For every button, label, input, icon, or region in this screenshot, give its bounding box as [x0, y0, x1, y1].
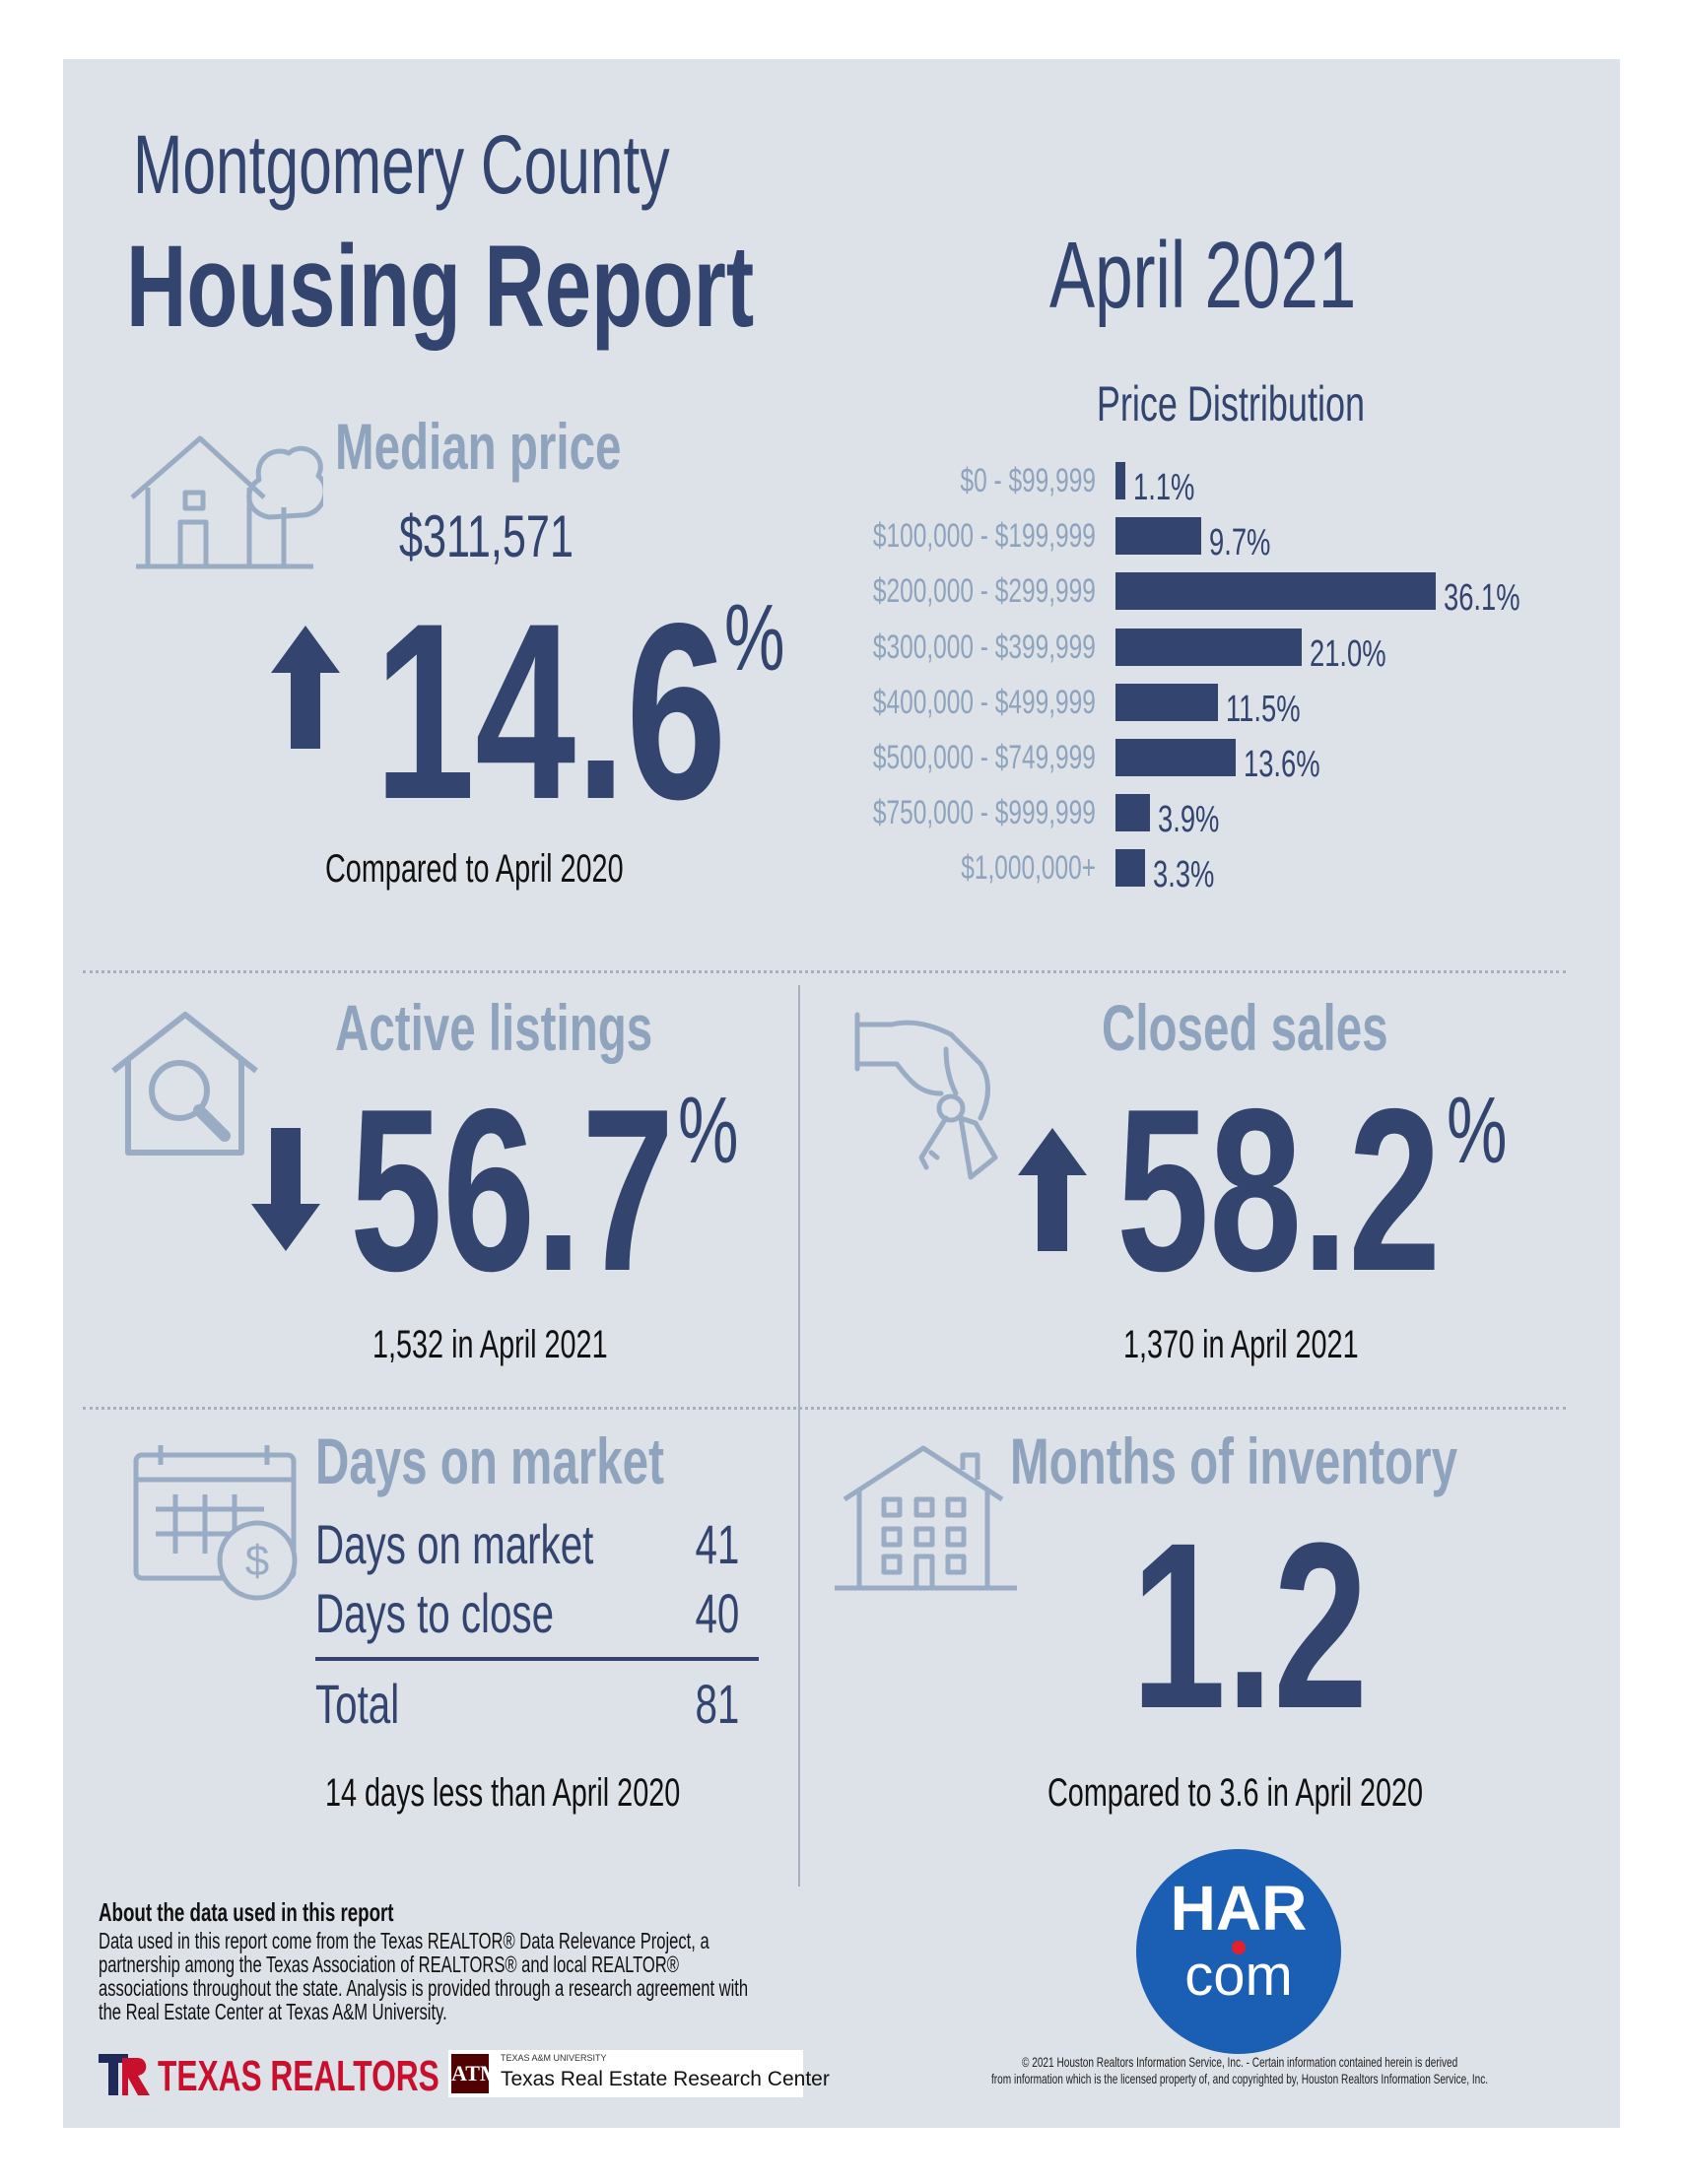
price-bar [1115, 572, 1436, 611]
bar-category-label: $300,000 - $399,999 [873, 628, 1096, 666]
bar-value-label: 3.3% [1152, 854, 1215, 896]
days-to-close-value: 40 [695, 1582, 739, 1644]
closed-sales-caption: 1,370 in April 2021 [1123, 1323, 1359, 1366]
about-title: About the data used in this report [99, 1897, 394, 1927]
hand-keys-icon [854, 1012, 998, 1180]
total-label: Total [315, 1673, 400, 1735]
arrow-down-icon [251, 1128, 320, 1251]
report-period: April 2021 [1049, 223, 1357, 328]
copyright-line-1: © 2021 Houston Realtors Information Serv… [1021, 2054, 1458, 2070]
active-listings-percent-sign: % [678, 1078, 739, 1183]
house-tree-icon [130, 435, 323, 569]
report-title: Housing Report [126, 222, 755, 352]
closed-sales-change: 58.2 [1116, 1060, 1442, 1319]
median-price-title: Median price [335, 410, 622, 483]
total-rule [315, 1657, 759, 1661]
house-search-icon [111, 1012, 258, 1156]
calendar-dollar-icon: $ [133, 1445, 298, 1601]
price-distribution-title: Price Distribution [1096, 376, 1365, 431]
section-divider-middle [83, 1407, 1566, 1410]
section-divider-top [83, 970, 1566, 973]
svg-text:$: $ [245, 1537, 269, 1585]
har-logo-bottom-text: com [1184, 1944, 1293, 2008]
price-bar [1115, 628, 1303, 666]
months-inventory-value: 1.2 [1131, 1493, 1369, 1757]
bar-category-label: $0 - $99,999 [960, 462, 1096, 499]
bar-category-label: $100,000 - $199,999 [873, 517, 1096, 556]
median-price-percent-sign: % [724, 585, 785, 691]
bar-category-label: $1,000,000+ [961, 849, 1096, 888]
about-text: Data used in this report come from the T… [99, 1928, 749, 2025]
days-on-market-caption: 14 days less than April 2020 [325, 1771, 681, 1815]
price-bar [1115, 849, 1145, 888]
bar-value-label: 3.9% [1158, 799, 1220, 841]
report-panel [63, 59, 1620, 2128]
bar-value-label: 9.7% [1209, 522, 1271, 564]
bar-value-label: 36.1% [1444, 577, 1520, 620]
bar-category-label: $200,000 - $299,999 [873, 572, 1096, 611]
active-listings-caption: 1,532 in April 2021 [372, 1323, 608, 1366]
days-to-close-label: Days to close [315, 1582, 555, 1644]
arrow-up-icon [271, 626, 340, 749]
tamu-logo-mark: ATM [451, 2054, 501, 2093]
price-bar [1115, 517, 1202, 556]
price-bar [1115, 794, 1151, 832]
section-divider-vertical [798, 985, 800, 1886]
median-price-change: 14.6 [374, 571, 727, 852]
bar-value-label: 13.6% [1244, 744, 1321, 785]
months-inventory-caption: Compared to 3.6 in April 2020 [1047, 1771, 1424, 1815]
dom-row-value: 41 [695, 1513, 739, 1575]
bar-value-label: 11.5% [1225, 688, 1301, 730]
bar-value-label: 21.0% [1310, 632, 1386, 675]
copyright-line-2: from information which is the licensed p… [990, 2071, 1489, 2086]
median-price-caption: Compared to April 2020 [325, 847, 624, 891]
days-on-market-title: Days on market [315, 1424, 664, 1497]
bar-category-label: $400,000 - $499,999 [873, 683, 1096, 721]
active-listings-change: 56.7 [350, 1060, 675, 1319]
bar-category-label: $750,000 - $999,999 [873, 794, 1096, 832]
closed-sales-percent-sign: % [1447, 1078, 1508, 1183]
tamu-logo [448, 2050, 803, 2097]
texas-realtors-logo-text: TEXAS REALTORS [158, 2052, 439, 2100]
bar-category-label: $500,000 - $749,999 [873, 739, 1096, 776]
months-inventory-title: Months of inventory [1010, 1424, 1458, 1497]
price-bar [1115, 462, 1125, 499]
bar-value-label: 1.1% [1132, 467, 1195, 508]
dom-row-label: Days on market [315, 1513, 594, 1575]
active-listings-title: Active listings [335, 991, 653, 1064]
price-bar [1115, 739, 1237, 776]
har-logo-top-text: HAR [1170, 1873, 1308, 1944]
median-price-value: $311,571 [399, 503, 574, 569]
price-bar [1115, 683, 1218, 721]
total-value: 81 [695, 1673, 739, 1735]
tamu-center-text: Texas Real Estate Research Center [501, 2068, 830, 2090]
closed-sales-title: Closed sales [1102, 991, 1388, 1064]
texas-realtors-logo-icon [99, 2054, 150, 2095]
county-title: Montgomery County [133, 118, 670, 211]
tamu-small-text: TEXAS A&M UNIVERSITY [501, 2053, 607, 2063]
apartment-building-icon [835, 1445, 1017, 1591]
har-logo-dot [1232, 1941, 1246, 1954]
arrow-up-icon [1018, 1128, 1087, 1251]
